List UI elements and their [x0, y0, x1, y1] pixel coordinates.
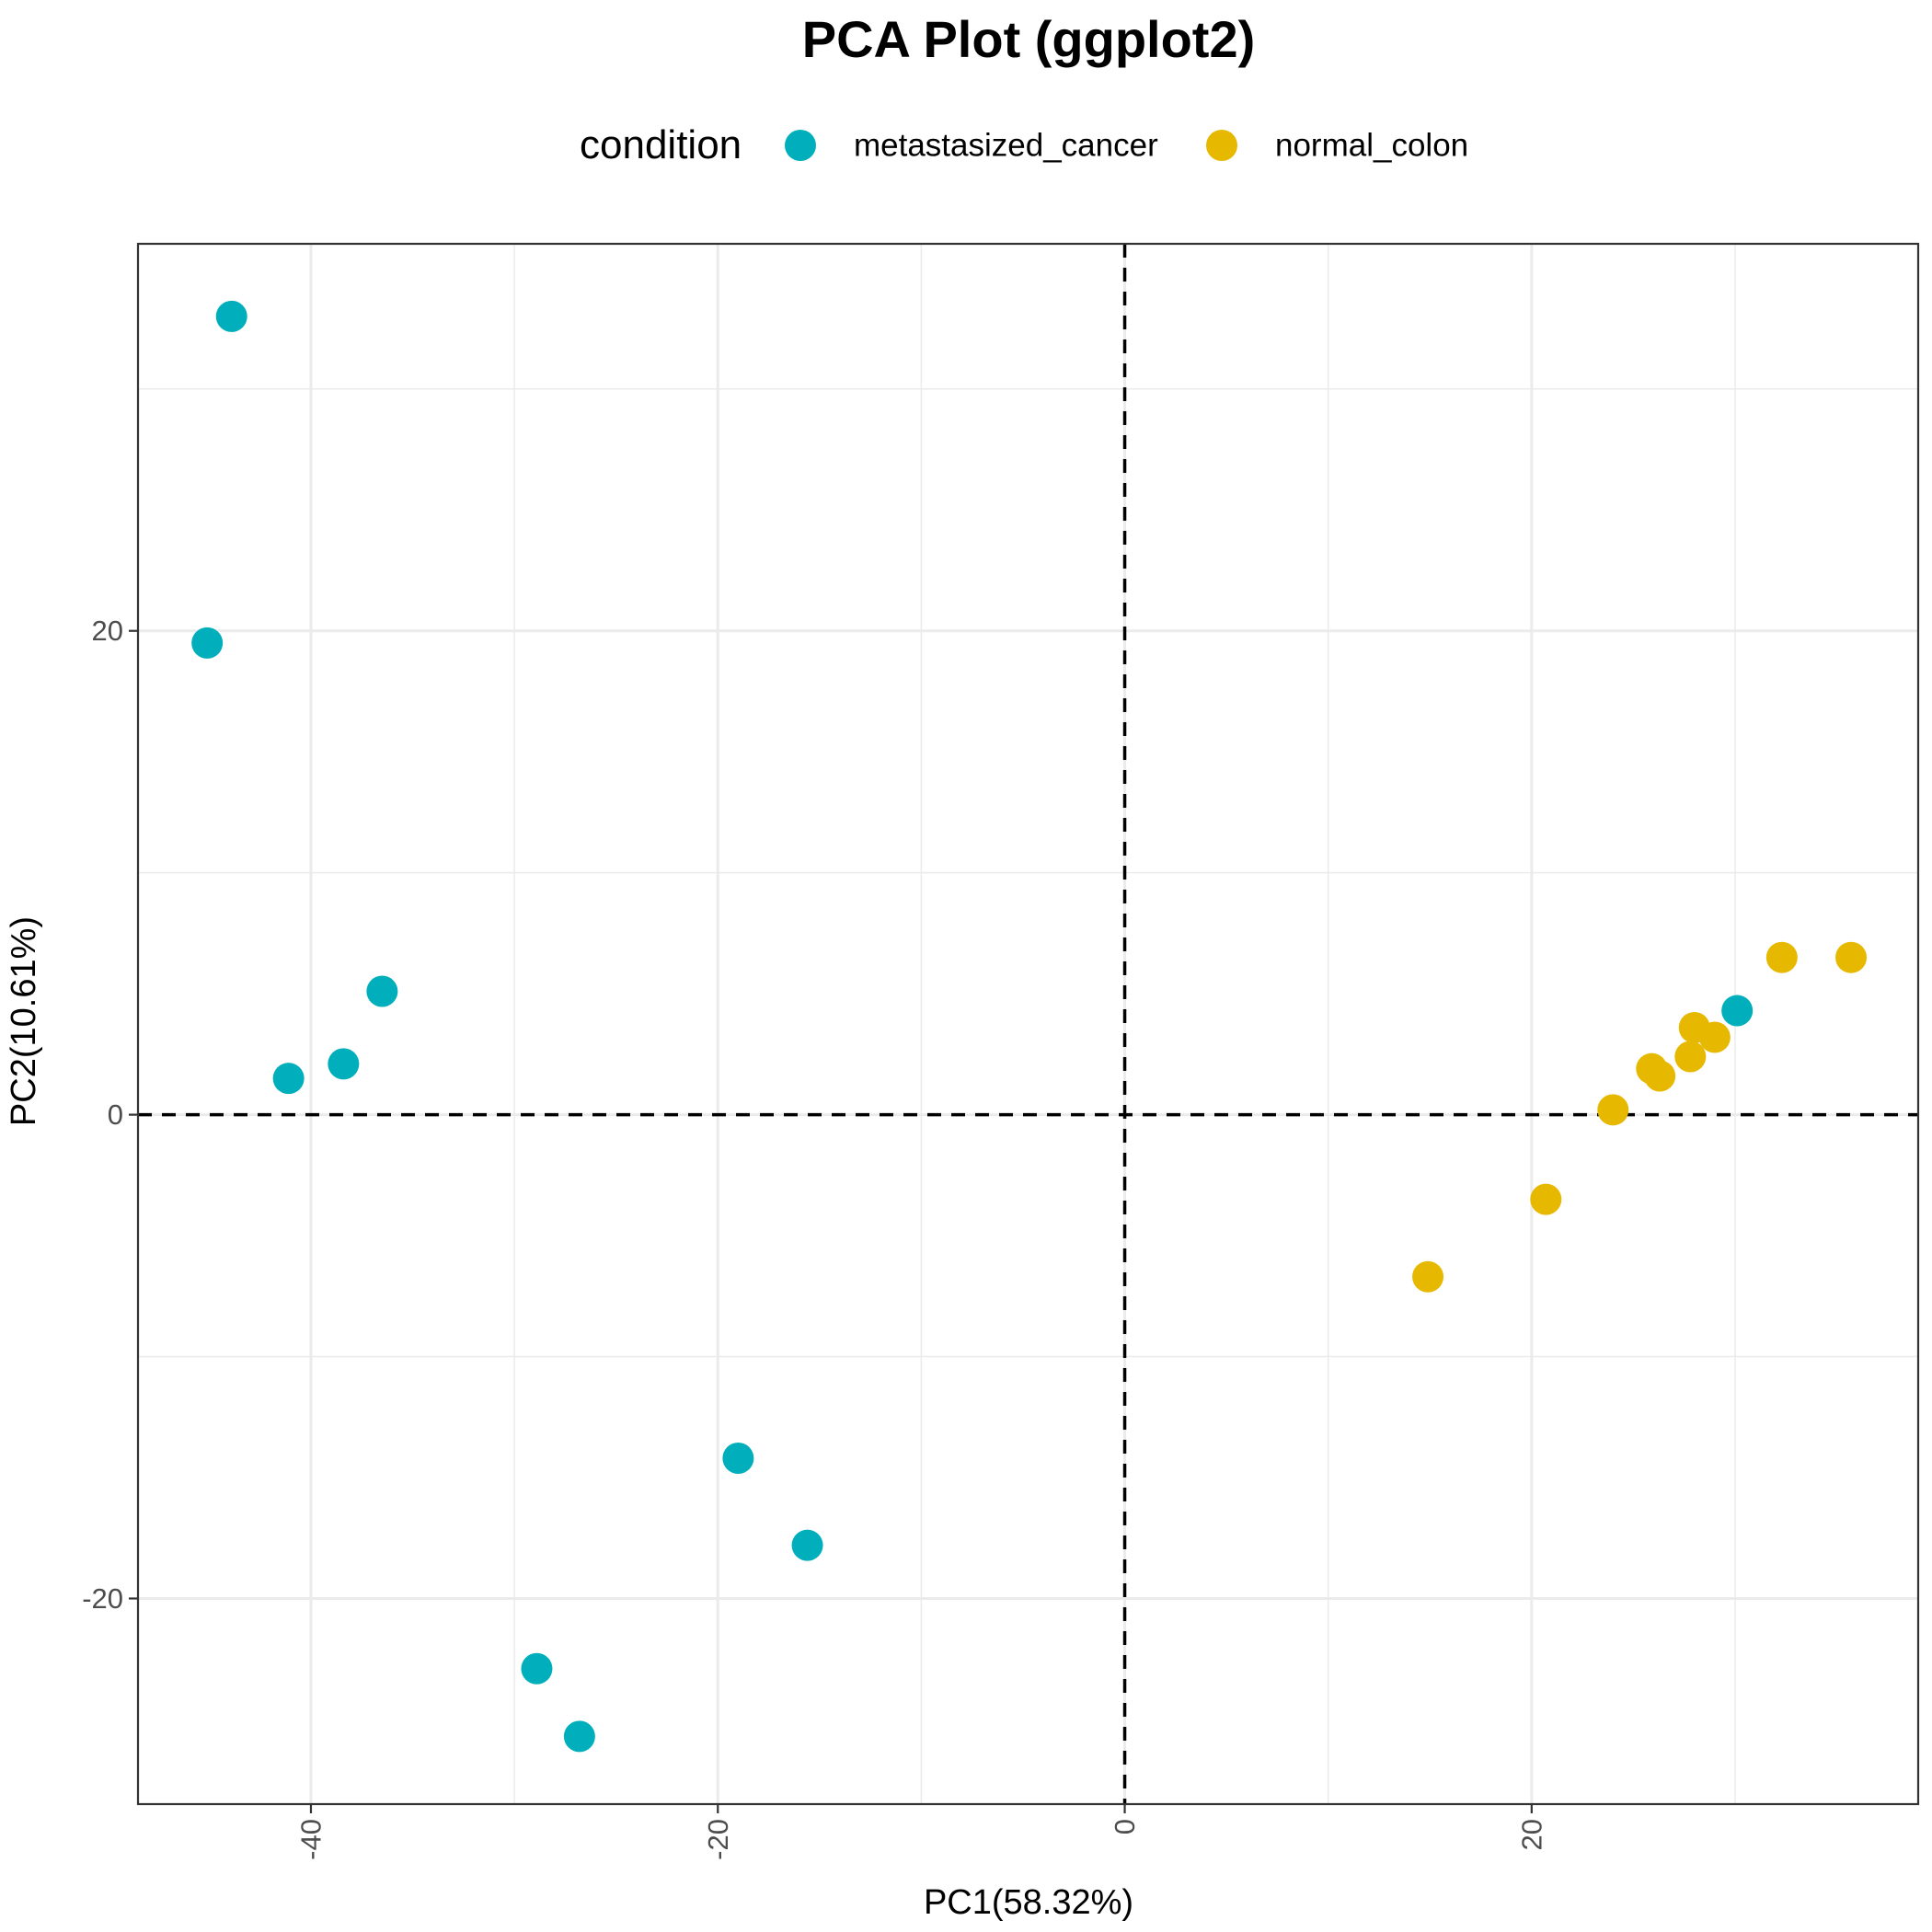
data-point-normal-colon	[1412, 1260, 1444, 1293]
y-tick-label: 0	[108, 1098, 123, 1131]
x-tick-label: -20	[702, 1819, 734, 1860]
y-tick-label: -20	[82, 1582, 123, 1615]
data-point-metastasized-cancer	[272, 1063, 305, 1095]
data-point-normal-colon	[1597, 1094, 1629, 1126]
legend: condition metastasized_cancer normal_colo…	[580, 122, 1468, 167]
data-point-normal-colon	[1674, 1041, 1707, 1073]
y-axis: -20 0 20	[82, 615, 138, 1615]
data-point-metastasized-cancer	[791, 1529, 823, 1561]
data-point-normal-colon	[1644, 1060, 1676, 1092]
plot-panel	[136, 242, 1920, 1806]
panel-background	[138, 244, 1918, 1804]
data-point-metastasized-cancer	[722, 1442, 754, 1474]
data-points	[191, 300, 1868, 1753]
legend-title: condition	[580, 122, 742, 167]
legend-label-metastasized-cancer: metastasized_cancer	[854, 128, 1158, 164]
x-tick-label: 0	[1109, 1819, 1141, 1834]
chart-title: PCA Plot (ggplot2)	[802, 10, 1256, 68]
x-axis-title: PC1(58.32%)	[924, 1883, 1133, 1922]
panel-border	[136, 242, 1920, 1806]
grid-minor-lines	[138, 244, 1918, 1804]
data-point-normal-colon	[1698, 1021, 1731, 1053]
data-point-normal-colon	[1530, 1183, 1562, 1215]
y-axis-title: PC2(10.61%)	[5, 916, 43, 1126]
x-tick-label: 20	[1515, 1819, 1547, 1850]
data-point-normal-colon	[1765, 941, 1798, 973]
legend-items: metastasized_cancer normal_colon	[785, 128, 1468, 164]
legend-key-normal-colon	[1206, 130, 1237, 161]
x-tick-label: -40	[294, 1819, 327, 1860]
data-point-metastasized-cancer	[1721, 995, 1754, 1027]
y-tick-label: 20	[92, 615, 123, 647]
data-point-metastasized-cancer	[563, 1720, 595, 1753]
data-point-metastasized-cancer	[521, 1652, 553, 1685]
x-axis: -40 -20 0 20	[294, 1804, 1547, 1860]
data-point-metastasized-cancer	[328, 1048, 360, 1080]
data-point-metastasized-cancer	[191, 627, 224, 659]
data-point-metastasized-cancer	[215, 300, 247, 332]
legend-key-metastasized-cancer	[785, 130, 816, 161]
data-point-metastasized-cancer	[366, 975, 398, 1007]
data-point-normal-colon	[1835, 941, 1868, 973]
legend-label-normal-colon: normal_colon	[1275, 128, 1468, 164]
